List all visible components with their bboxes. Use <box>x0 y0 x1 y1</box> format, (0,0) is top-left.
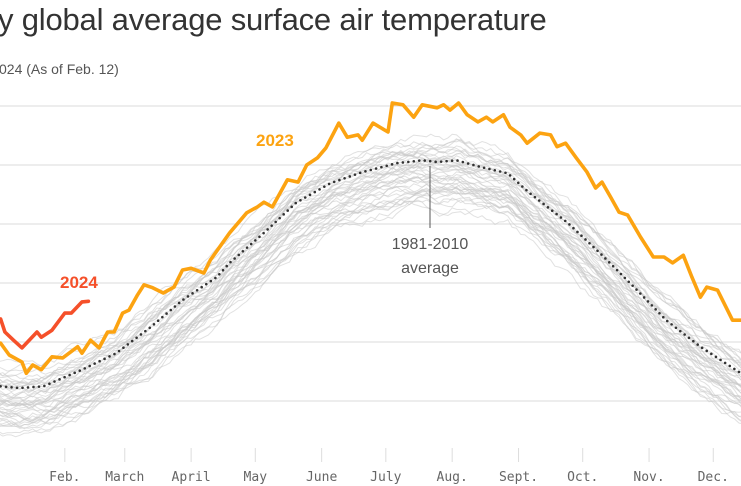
month-label: Sept. <box>499 470 538 485</box>
other-year-line <box>0 164 741 408</box>
month-label: Aug. <box>437 470 468 485</box>
other-year-line <box>0 133 741 367</box>
other-year-line <box>0 188 741 427</box>
other-year-line <box>0 176 741 407</box>
other-year-line <box>0 138 741 377</box>
other-year-line <box>0 168 741 409</box>
month-label: June <box>306 470 337 485</box>
month-label: April <box>172 470 211 485</box>
x-axis-labels: n. Feb. March April May June July Aug. Sept. Oct.… <box>0 470 729 485</box>
label-2024: 2024 <box>60 273 98 292</box>
month-label: May <box>244 470 268 485</box>
chart-title: y global average surface air temperature <box>0 2 547 37</box>
other-year-line <box>0 150 741 387</box>
gridlines <box>0 105 741 402</box>
series-average-line <box>0 158 741 390</box>
month-label: n. <box>0 470 2 485</box>
other-year-line <box>0 139 741 384</box>
average-label-line1: 1981-2010 <box>392 236 469 253</box>
other-year-line <box>0 163 741 406</box>
month-label: July <box>370 470 401 485</box>
month-label: Feb. <box>49 470 80 485</box>
other-year-line <box>0 139 741 372</box>
month-label: Nov. <box>633 470 664 485</box>
other-year-line <box>0 187 741 428</box>
other-year-line <box>0 161 741 399</box>
month-label: March <box>105 470 144 485</box>
other-year-line <box>0 199 741 429</box>
x-axis-ticks <box>64 448 714 462</box>
series-2023-line <box>0 101 741 376</box>
chart-subtitle: 024 (As of Feb. 12) <box>0 61 119 77</box>
month-label: Oct. <box>567 470 598 485</box>
other-year-line <box>0 170 741 408</box>
average-label-line2: average <box>401 260 459 277</box>
series-2024-line <box>0 299 91 350</box>
other-year-line <box>0 145 741 387</box>
label-2023: 2023 <box>256 131 294 150</box>
month-label: Dec. <box>698 470 729 485</box>
other-years-lines <box>0 133 741 438</box>
series-lines <box>0 101 741 390</box>
